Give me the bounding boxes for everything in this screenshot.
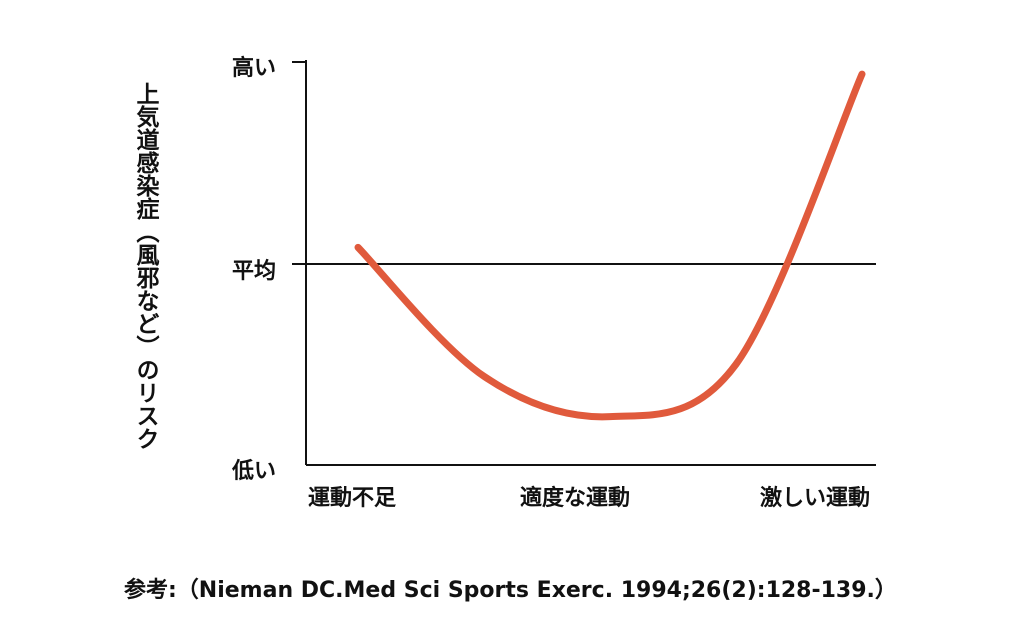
x-tick-lack-of-exercise: 運動不足	[308, 486, 397, 511]
x-tick-moderate-exercise: 適度な運動	[520, 486, 631, 511]
y-tick-average: 平均	[232, 259, 277, 284]
y-axis-label: 上気道感染症（風邪など）のリスク	[132, 82, 158, 450]
risk-curve-line	[354, 70, 866, 421]
citation-text: 参考:（Nieman DC.Med Sci Sports Exerc. 1994…	[124, 578, 897, 603]
y-tick-low: 低い	[232, 459, 277, 484]
x-tick-intense-exercise: 激しい運動	[760, 486, 871, 511]
y-tick-high: 高い	[232, 56, 277, 81]
